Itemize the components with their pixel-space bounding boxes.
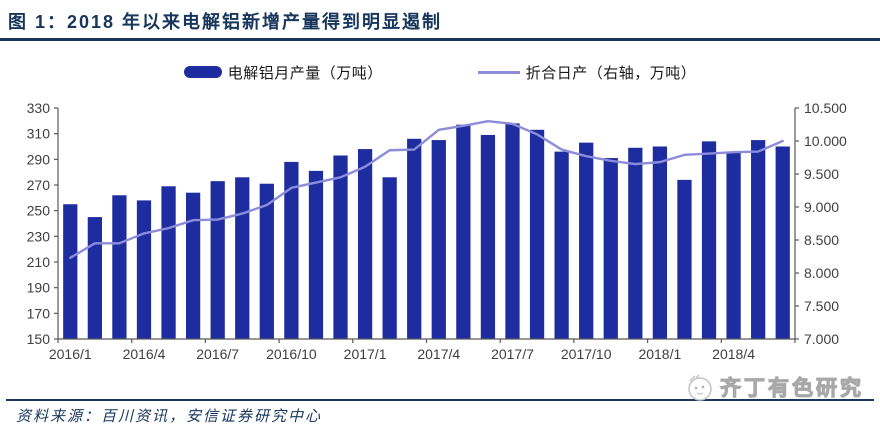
left-axis-label: 270 [27,177,51,193]
left-axis-label: 310 [27,126,51,142]
trend-line [69,120,784,260]
bar [63,204,78,339]
right-axis-label: 9.500 [804,166,839,182]
right-axis-label: 7.500 [804,298,839,314]
left-axis-label: 250 [27,203,51,219]
bar [308,170,324,339]
source-note: 资料来源：百川资讯，安信证券研究中心 [16,407,323,425]
bar-line-chart: 150 170 190 210 230 250 270 290 310 330 7.000 7.500… [27,100,847,362]
bar [677,179,692,339]
bar [726,152,741,339]
legend-label: 电解铝月产量（万吨） [227,64,383,82]
x-axis-label: 2018/1 [638,346,681,362]
bar [701,141,717,339]
face-logo-icon [688,374,712,401]
bar [652,146,668,339]
x-axis-label: 2017/7 [491,346,534,362]
right-axis-label: 10.500 [804,100,847,116]
right-axis-label: 8.000 [804,265,839,281]
left-axis-label: 290 [27,151,51,167]
bar [751,140,766,339]
bar [382,177,397,339]
left-axis-label: 150 [27,331,51,347]
x-axis-label: 2017/10 [561,346,612,362]
brand-watermark: 齐丁有色研究 [686,372,864,402]
legend-item-daily-output: 折合日产（右轴，万吨） [477,62,697,83]
figure-title: 图 1：2018 年以来电解铝新增产量得到明显遏制 [8,12,443,32]
bar [603,158,618,339]
bar [628,147,643,339]
left-axis-label: 170 [27,305,51,321]
bar [431,140,446,339]
bar [284,161,299,339]
line-series-swatch [477,70,520,74]
chart-legend: 电解铝月产量（万吨） 折合日产（右轴，万吨） [0,60,880,84]
bar [456,124,471,340]
bar [136,200,152,339]
x-axis-label: 2017/1 [344,346,387,362]
left-axis-label: 210 [27,254,51,270]
bar [185,192,201,339]
bar [357,149,373,339]
legend-label: 折合日产（右轴，万吨） [525,64,697,82]
bar [161,186,176,339]
x-axis-label: 2018/4 [712,346,755,362]
left-axis-label: 190 [27,280,51,296]
x-axis-label: 2016/4 [123,346,166,362]
footer-divider [6,399,874,401]
x-axis-label: 2016/10 [266,346,317,362]
x-axis-label: 2017/4 [417,346,460,362]
bar [235,177,250,339]
bar [333,155,348,339]
bar [579,142,594,339]
x-axis-label: 2016/7 [196,346,239,362]
bar [505,123,520,340]
bar [480,134,496,339]
left-axis-label: 330 [27,100,51,116]
right-axis-label: 9.000 [804,199,839,215]
bar [529,129,545,339]
right-axis-label: 8.500 [804,232,839,248]
legend-item-monthly-output: 电解铝月产量（万吨） [183,62,383,83]
bar [87,217,102,339]
right-axis-label: 10.000 [804,133,847,149]
title-underline [0,38,880,41]
watermark-text: 齐丁有色研究 [720,377,864,401]
bar [210,181,225,339]
x-axis-label: 2016/1 [49,346,92,362]
bar [407,138,422,339]
bar [112,195,127,339]
left-axis-label: 230 [27,228,51,244]
bar-series-swatch [183,66,222,78]
bar [259,183,274,339]
right-axis-label: 7.000 [804,331,839,347]
bar [554,151,569,339]
bar [775,146,790,339]
